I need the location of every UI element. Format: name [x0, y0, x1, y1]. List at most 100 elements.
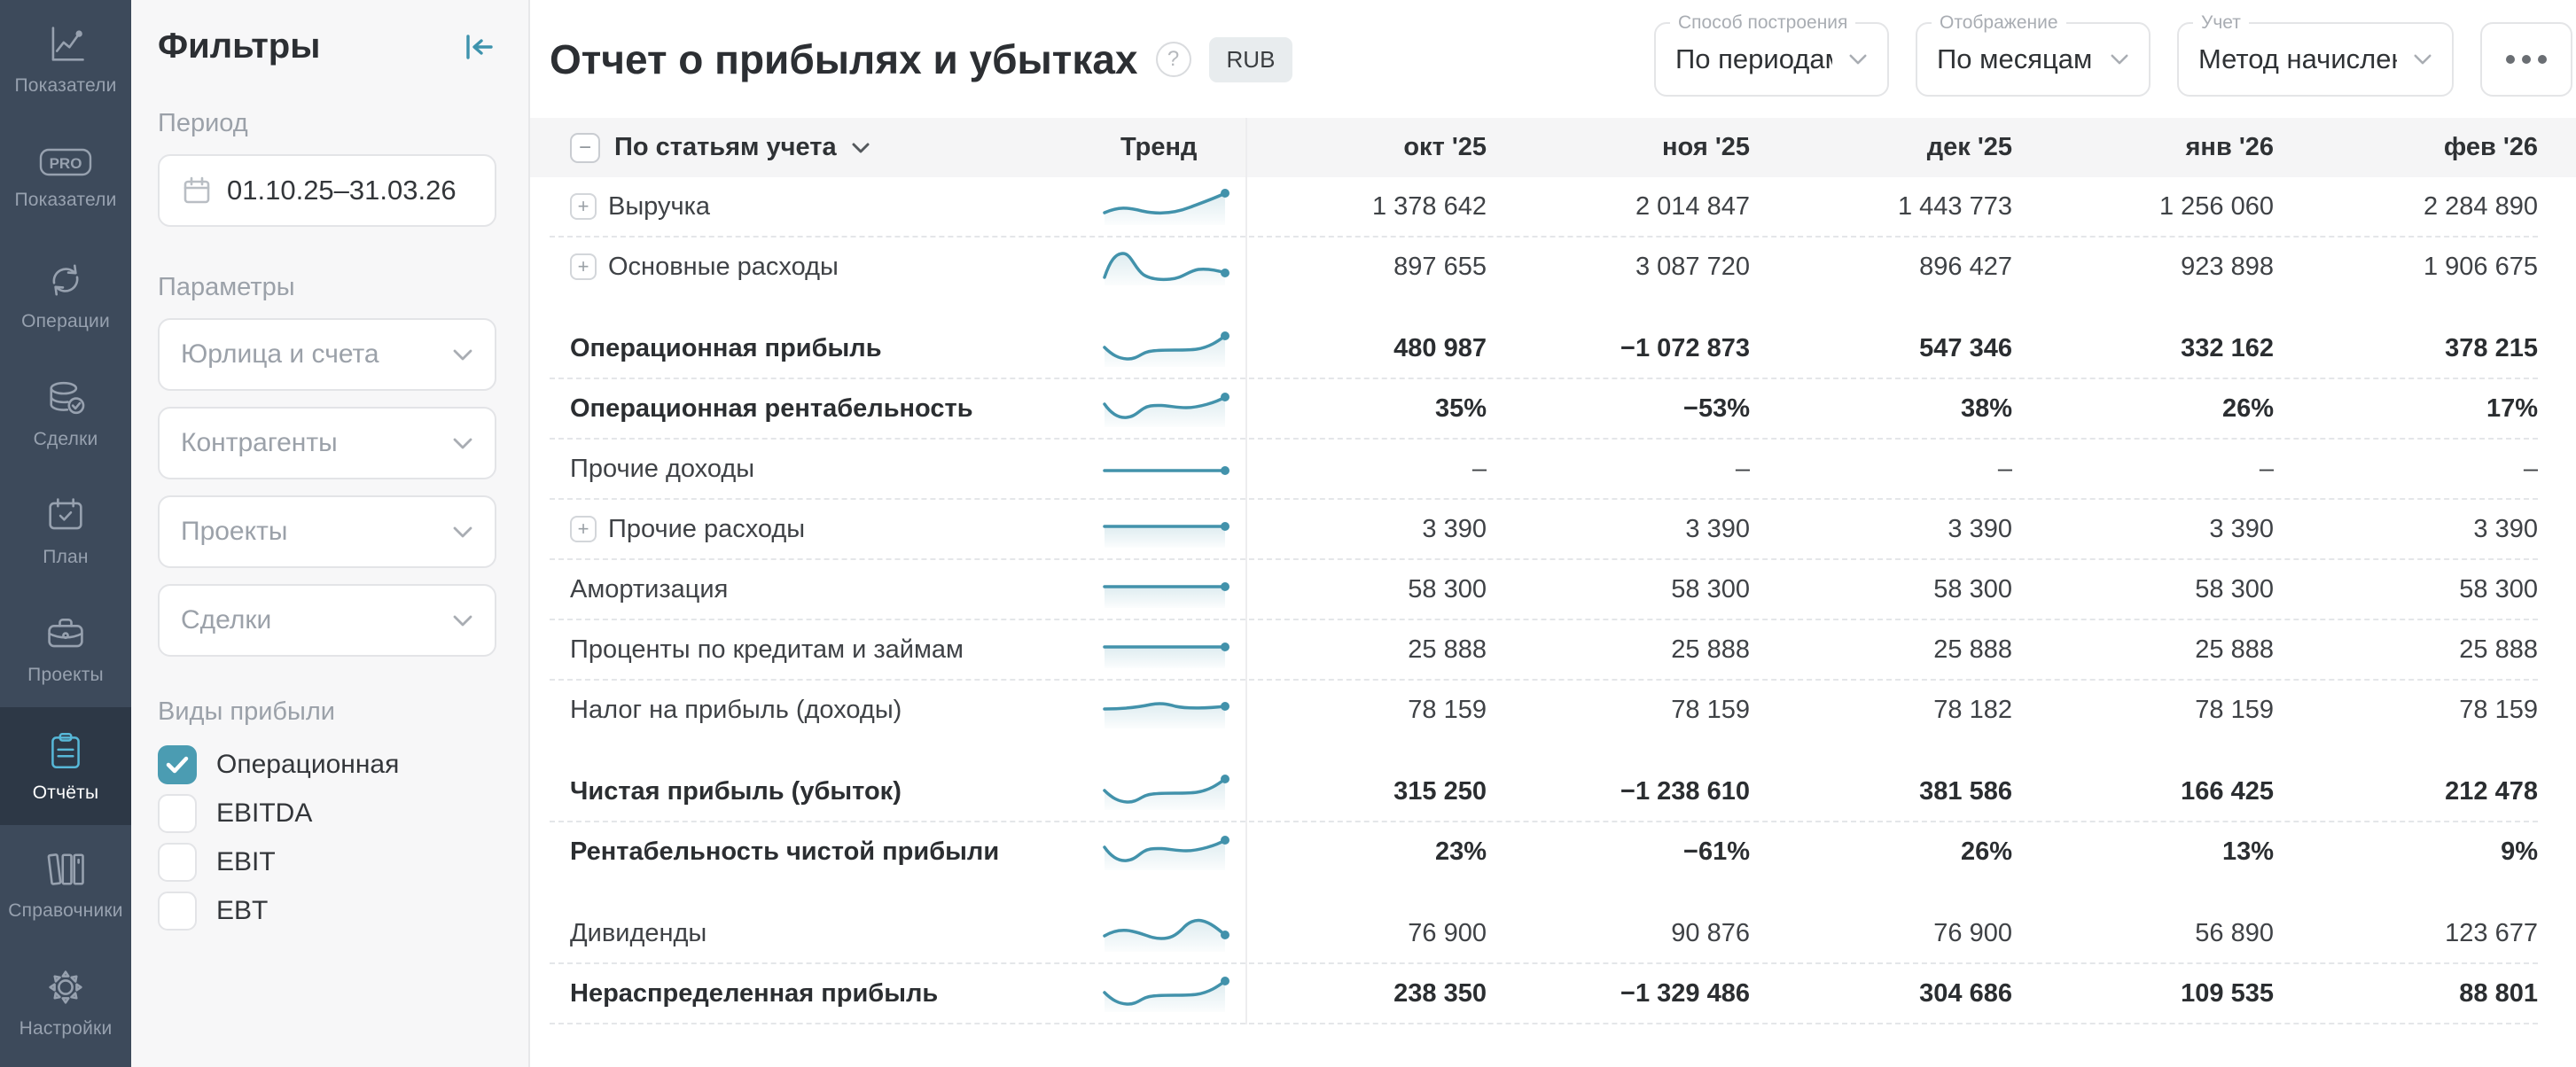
cell-value: 896 427: [1919, 252, 2012, 281]
cell-value: 304 686: [1919, 978, 2012, 1008]
briefcase-icon: [41, 611, 90, 657]
filter-dropdown-2[interactable]: Контрагенты: [158, 407, 496, 479]
cell-value: 78 159: [1671, 695, 1750, 724]
sidebar-item-operations[interactable]: Операции: [0, 236, 131, 354]
cell-value: 13%: [2221, 837, 2274, 866]
sidebar-item-settings[interactable]: Настройки: [0, 943, 131, 1061]
coins-icon: [41, 375, 90, 421]
sidebar-item-label: Отчёты: [32, 783, 99, 803]
sidebar-item-reports[interactable]: Отчёты: [0, 707, 131, 825]
trend-sparkline: [1103, 189, 1229, 225]
group-by-dropdown[interactable]: − По статьям учета: [550, 132, 1099, 163]
chevron-down-icon: [453, 526, 472, 537]
cell-value: 58 300: [1933, 574, 2012, 604]
cell-value: –: [2523, 454, 2538, 483]
currency-badge: RUB: [1208, 36, 1293, 82]
more-options-button[interactable]: [2480, 22, 2572, 97]
collapse-left-icon[interactable]: [461, 32, 496, 62]
calendar-check-icon: [42, 493, 90, 539]
chevron-down-icon: [1849, 54, 1867, 65]
profit-type-ebt[interactable]: EBT: [158, 889, 496, 932]
cell-value: 166 425: [2181, 776, 2274, 806]
expand-row-button[interactable]: +: [570, 516, 597, 542]
row-label: Выручка: [608, 191, 711, 221]
line-chart-icon: [43, 21, 89, 67]
cell-value: 76 900: [1933, 918, 2012, 947]
gear-icon: [42, 964, 90, 1010]
cell-value: 78 159: [2459, 695, 2538, 724]
select-2[interactable]: Отображение По месяцам: [1916, 12, 2151, 97]
table-row: Рентабельность чистой прибыли 23% −61% 26% 1…: [550, 822, 2538, 883]
row-label: Чистая прибыль (убыток): [570, 776, 902, 806]
profit-types-label: Виды прибыли: [158, 697, 335, 726]
cell-value: −1 072 873: [1620, 333, 1750, 362]
sidebar-item-metrics[interactable]: Показатели: [0, 0, 131, 118]
checkbox[interactable]: [158, 842, 197, 882]
params-label: Параметры: [158, 273, 295, 301]
calendar-icon: [181, 175, 213, 206]
cell-value: 25 888: [1671, 635, 1750, 664]
checkbox[interactable]: [158, 744, 197, 784]
trend-sparkline: [1103, 466, 1229, 475]
trend-sparkline: [1103, 836, 1229, 870]
cell-value: 1 256 060: [2158, 191, 2274, 221]
cell-value: 1 906 675: [2423, 252, 2538, 281]
trend-sparkline: [1103, 393, 1229, 427]
cell-value: 378 215: [2445, 333, 2538, 362]
sidebar: Показатели PRO Показатели Операции Сделки Пла…: [0, 0, 131, 1067]
row-label: Операционная прибыль: [570, 333, 882, 362]
help-icon[interactable]: ?: [1155, 42, 1191, 77]
filter-dropdown-4[interactable]: Сделки: [158, 584, 496, 657]
table-row: Дивиденды 76 900 90 876 76 900 56 890 123 677: [550, 904, 2538, 964]
cell-value: 25 888: [2195, 635, 2274, 664]
filter-dropdown-3[interactable]: Проекты: [158, 495, 496, 568]
select-1[interactable]: Способ построения По периодам: [1654, 12, 1889, 97]
cell-value: 3 390: [1948, 514, 2012, 543]
sidebar-item-plan[interactable]: План: [0, 471, 131, 589]
cell-value: 78 159: [2195, 695, 2274, 724]
cell-value: 58 300: [2195, 574, 2274, 604]
row-label: Амортизация: [570, 574, 729, 604]
filters-title: Фильтры: [158, 27, 321, 66]
sidebar-item-deals[interactable]: Сделки: [0, 354, 131, 471]
cell-value: 381 586: [1919, 776, 2012, 806]
period-label: Период: [158, 109, 248, 137]
row-label: Прочие расходы: [608, 514, 806, 543]
table-row: + Прочие расходы 3 390 3 390 3 390 3 390 3 390: [550, 500, 2538, 560]
sidebar-item-label: Справочники: [8, 900, 123, 921]
cell-value: 17%: [2486, 393, 2538, 423]
filter-dropdown-1[interactable]: Юрлица и счета: [158, 318, 496, 391]
period-input[interactable]: 01.10.25–31.03.26: [158, 154, 496, 227]
row-label: Операционная рентабельность: [570, 393, 973, 423]
expand-row-button[interactable]: +: [570, 193, 597, 220]
checkbox[interactable]: [158, 793, 197, 833]
cell-value: 1 378 642: [1371, 191, 1487, 221]
table-row: Чистая прибыль (убыток) 315 250 −1 238 610…: [550, 762, 2538, 822]
cell-value: 547 346: [1919, 333, 2012, 362]
cell-value: 26%: [1960, 837, 2012, 866]
cell-value: 332 162: [2181, 333, 2274, 362]
table-row: Операционная прибыль 480 987 −1 072 873 547…: [550, 319, 2538, 379]
checkbox[interactable]: [158, 891, 197, 931]
trend-sparkline: [1103, 918, 1229, 952]
cell-value: 78 159: [1408, 695, 1487, 724]
table-row: Проценты по кредитам и займам 25 888 25 88…: [550, 620, 2538, 681]
column-header-month: окт '25: [1403, 133, 1487, 161]
row-label: Налог на прибыль (доходы): [570, 695, 902, 724]
collapse-all-button[interactable]: −: [570, 132, 600, 163]
profit-type-ebitda[interactable]: EBITDA: [158, 791, 496, 835]
expand-row-button[interactable]: +: [570, 253, 597, 280]
trend-sparkline: [1103, 643, 1229, 668]
cell-value: 3 390: [2209, 514, 2274, 543]
chevron-down-icon: [2111, 54, 2128, 65]
profit-type-операционная[interactable]: Операционная: [158, 743, 496, 786]
chevron-down-icon: [453, 438, 472, 448]
cell-value: 90 876: [1671, 918, 1750, 947]
cell-value: 923 898: [2181, 252, 2274, 281]
sidebar-item-metrics-pro[interactable]: PRO Показатели: [0, 118, 131, 236]
sidebar-item-directories[interactable]: Справочники: [0, 825, 131, 943]
sidebar-item-projects[interactable]: Проекты: [0, 589, 131, 707]
column-header-month: дек '25: [1926, 133, 2012, 161]
profit-type-ebit[interactable]: EBIT: [158, 840, 496, 884]
